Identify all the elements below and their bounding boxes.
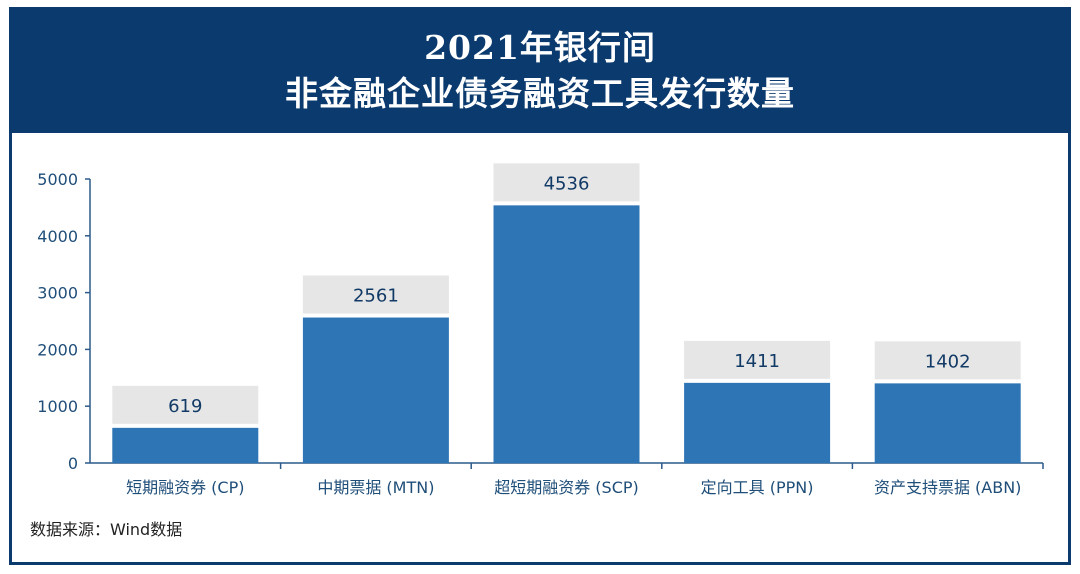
data-source-note: 数据来源：Wind数据 xyxy=(30,520,183,539)
bar xyxy=(302,317,449,463)
category-label: 短期融资券 (CP) xyxy=(126,478,244,497)
bar xyxy=(493,205,640,463)
category-label: 定向工具 (PPN) xyxy=(701,478,814,497)
data-label-box xyxy=(874,341,1021,380)
data-label-box xyxy=(112,385,259,424)
category-label: 超短期融资券 (SCP) xyxy=(494,478,639,497)
y-tick-label: 3000 xyxy=(37,284,78,303)
data-label-box xyxy=(684,340,831,379)
category-label: 资产支持票据 (ABN) xyxy=(874,478,1021,497)
data-label: 619 xyxy=(168,396,202,417)
y-tick-label: 5000 xyxy=(37,170,78,189)
y-tick-label: 4000 xyxy=(37,227,78,246)
data-label: 1411 xyxy=(734,351,780,372)
data-label: 2561 xyxy=(353,286,399,307)
chart-header: 2021年银行间 非金融企业债务融资工具发行数量 xyxy=(12,10,1068,133)
data-label-box xyxy=(493,163,640,202)
chart-title-line-2: 非金融企业债务融资工具发行数量 xyxy=(285,74,795,113)
data-label: 1402 xyxy=(925,351,971,372)
y-tick-label: 0 xyxy=(68,454,78,473)
bar xyxy=(112,427,259,463)
bar xyxy=(874,383,1021,463)
bar xyxy=(684,382,831,463)
chart-title-line-1: 2021年银行间 xyxy=(424,28,656,67)
category-label: 中期票据 (MTN) xyxy=(317,478,434,497)
y-tick-label: 2000 xyxy=(37,340,78,359)
y-tick-label: 1000 xyxy=(37,397,78,416)
chart-frame: 2021年银行间 非金融企业债务融资工具发行数量 xyxy=(9,7,1071,565)
data-label-box xyxy=(302,275,449,314)
data-label: 4536 xyxy=(544,173,590,194)
